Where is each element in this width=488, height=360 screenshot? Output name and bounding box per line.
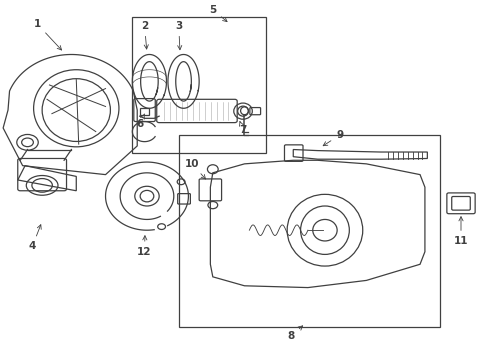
Text: 3: 3 <box>175 21 182 50</box>
Text: 7: 7 <box>239 122 246 135</box>
Text: 11: 11 <box>453 217 468 246</box>
Text: 6: 6 <box>136 114 144 129</box>
Text: 5: 5 <box>209 5 226 22</box>
Text: 4: 4 <box>29 225 41 251</box>
Text: 8: 8 <box>286 326 302 341</box>
Text: 2: 2 <box>141 21 148 49</box>
Bar <box>178 135 439 327</box>
Bar <box>140 108 149 116</box>
Text: 10: 10 <box>184 159 205 179</box>
Text: 1: 1 <box>34 19 61 50</box>
Text: 9: 9 <box>323 130 343 146</box>
Bar <box>132 17 266 153</box>
Text: 12: 12 <box>137 236 151 257</box>
